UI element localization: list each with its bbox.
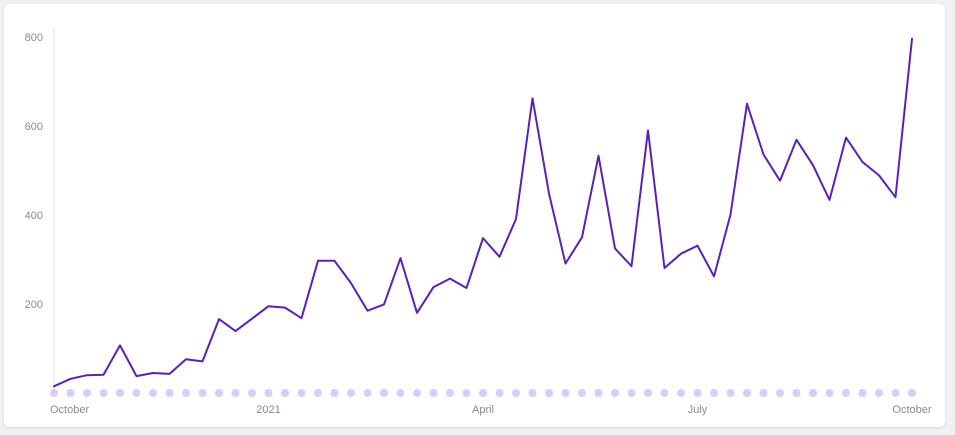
baseline-point-marker[interactable] [198, 389, 207, 397]
baseline-point-marker[interactable] [545, 389, 553, 397]
baseline-point-marker[interactable] [578, 389, 586, 397]
baseline-point-marker[interactable] [380, 389, 388, 397]
baseline-point-marker[interactable] [83, 389, 91, 397]
baseline-point-marker[interactable] [314, 389, 322, 397]
baseline-point-marker[interactable] [165, 389, 174, 397]
baseline-point-marker[interactable] [611, 389, 619, 397]
baseline-point-marker[interactable] [248, 389, 256, 397]
baseline-point-marker[interactable] [677, 389, 685, 397]
baseline-point-marker[interactable] [429, 389, 438, 397]
baseline-point-marker[interactable] [512, 389, 520, 397]
baseline-point-marker[interactable] [875, 389, 883, 397]
baseline-point-marker[interactable] [116, 389, 124, 397]
y-tick-label: 200 [25, 299, 43, 311]
x-tick-label: 2021 [256, 404, 280, 416]
baseline-point-marker[interactable] [330, 389, 339, 397]
baseline-point-marker[interactable] [891, 389, 900, 397]
baseline-point-marker[interactable] [446, 389, 454, 397]
baseline-point-marker[interactable] [297, 389, 306, 397]
baseline-point-marker[interactable] [50, 389, 58, 397]
baseline-point-marker[interactable] [792, 389, 801, 397]
x-tick-label: July [688, 404, 708, 416]
baseline-point-marker[interactable] [66, 389, 75, 397]
baseline-point-marker[interactable] [825, 389, 834, 397]
baseline-point-marker[interactable] [627, 389, 636, 397]
baseline-point-marker[interactable] [363, 389, 372, 397]
baseline-point-marker[interactable] [281, 389, 289, 397]
y-tick-label: 400 [25, 210, 43, 222]
chart-card [4, 4, 945, 427]
baseline-point-marker[interactable] [182, 389, 190, 397]
baseline-point-marker[interactable] [842, 389, 850, 397]
baseline-point-marker[interactable] [413, 389, 421, 397]
baseline-point-marker[interactable] [347, 389, 355, 397]
baseline-point-marker[interactable] [693, 389, 702, 397]
series-line [53, 37, 913, 388]
y-tick-label: 600 [25, 121, 43, 133]
baseline-point-marker[interactable] [710, 389, 718, 397]
baseline-point-marker[interactable] [743, 389, 751, 397]
x-tick-label: October [50, 404, 89, 416]
baseline-point-marker[interactable] [809, 389, 817, 397]
baseline-point-marker[interactable] [479, 389, 487, 397]
baseline-point-marker[interactable] [726, 389, 735, 397]
baseline-point-marker[interactable] [594, 389, 603, 397]
baseline-point-marker[interactable] [396, 389, 405, 397]
baseline-point-marker[interactable] [528, 389, 537, 397]
baseline-point-marker[interactable] [231, 389, 240, 397]
baseline-point-marker[interactable] [264, 389, 273, 397]
baseline-point-marker[interactable] [99, 389, 108, 397]
x-tick-label: October [892, 404, 931, 416]
baseline-point-marker[interactable] [660, 389, 669, 397]
baseline-point-marker[interactable] [759, 389, 768, 397]
baseline-point-marker[interactable] [215, 389, 223, 397]
baseline-point-marker[interactable] [561, 389, 570, 397]
x-tick-label: April [472, 404, 494, 416]
baseline-point-marker[interactable] [644, 389, 652, 397]
baseline-point-marker[interactable] [132, 389, 141, 397]
y-tick-label: 800 [25, 32, 43, 44]
baseline-point-marker[interactable] [776, 389, 784, 397]
baseline-point-marker[interactable] [858, 389, 867, 397]
baseline-point-marker[interactable] [495, 389, 504, 397]
baseline-point-marker[interactable] [149, 389, 157, 397]
baseline-point-marker[interactable] [462, 389, 471, 397]
baseline-point-marker[interactable] [908, 389, 916, 397]
